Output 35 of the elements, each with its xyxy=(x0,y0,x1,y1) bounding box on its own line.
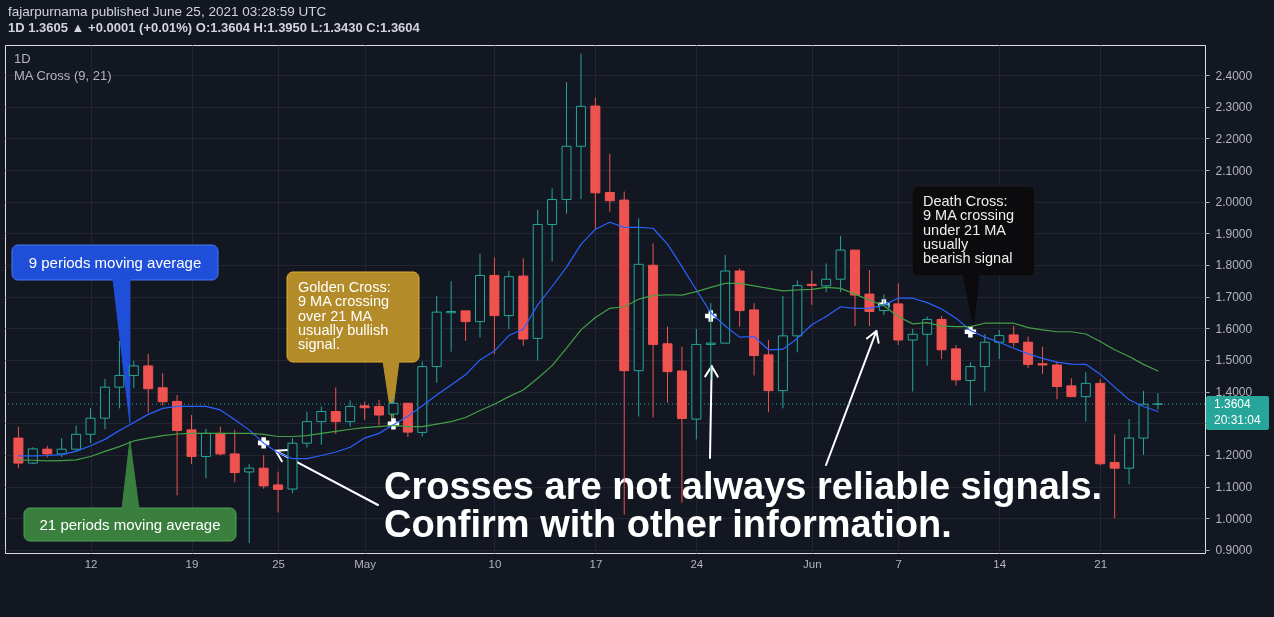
x-tick-label: May xyxy=(354,557,377,570)
y-tick-label: 1.0000 xyxy=(1215,511,1253,526)
y-tick-label: 2.1000 xyxy=(1215,163,1253,178)
y-tick-label: 1.6000 xyxy=(1215,321,1253,336)
annotation: Death Cross: 9 MA crossing under 21 MA usually bearish signal xyxy=(923,193,1015,267)
annotation: 1D xyxy=(14,51,31,66)
x-tick-label: 7 xyxy=(895,557,902,570)
x-tick-label: 10 xyxy=(488,557,502,570)
annotation: Golden Cross: 9 MA crossing over 21 MA usually bullish signal. xyxy=(298,279,391,353)
x-tick-label: 14 xyxy=(993,557,1007,570)
y-tick-label: 0.9000 xyxy=(1215,543,1253,558)
x-tick-label: 24 xyxy=(690,557,704,570)
x-tick-label: 17 xyxy=(589,557,603,570)
annotation: 21 periods moving average xyxy=(39,515,221,533)
y-tick-label: 2.3000 xyxy=(1215,100,1253,115)
y-tick-label: 1.7000 xyxy=(1215,290,1253,305)
annotation: MA Cross (9, 21) xyxy=(14,68,112,83)
y-tick-label: 1.4000 xyxy=(1215,385,1253,400)
y-tick-label: 1.2000 xyxy=(1215,448,1253,463)
y-tick-label: 1.1000 xyxy=(1215,480,1253,495)
y-tick-label: 2.4000 xyxy=(1215,68,1253,83)
x-tick-label: Jun xyxy=(802,557,822,570)
y-tick-label: 1.5000 xyxy=(1215,353,1253,368)
chart-title: fajarpurnama published June 25, 2021 03:28:59 UTC xyxy=(8,3,327,19)
chart-subtitle: 1D 1.3605 ▲ +0.0001 (+0.01%) O:1.3604 H:1.3950 L:1.3430 C:1.3604 xyxy=(8,20,421,35)
x-tick-label: 25 xyxy=(272,557,285,570)
annotation: 9 periods moving average xyxy=(28,253,202,271)
x-tick-label: 21 xyxy=(1094,557,1108,570)
y-tick-label: 1.8000 xyxy=(1215,258,1253,273)
x-tick-label: 12 xyxy=(84,557,98,570)
ref-line-label: 1.3604 20:31:04 xyxy=(1214,397,1262,428)
y-tick-label: 1.9000 xyxy=(1215,226,1253,241)
y-tick-label: 2.0000 xyxy=(1215,195,1253,210)
x-tick-label: 19 xyxy=(185,557,199,570)
y-tick-label: 2.2000 xyxy=(1215,131,1253,146)
